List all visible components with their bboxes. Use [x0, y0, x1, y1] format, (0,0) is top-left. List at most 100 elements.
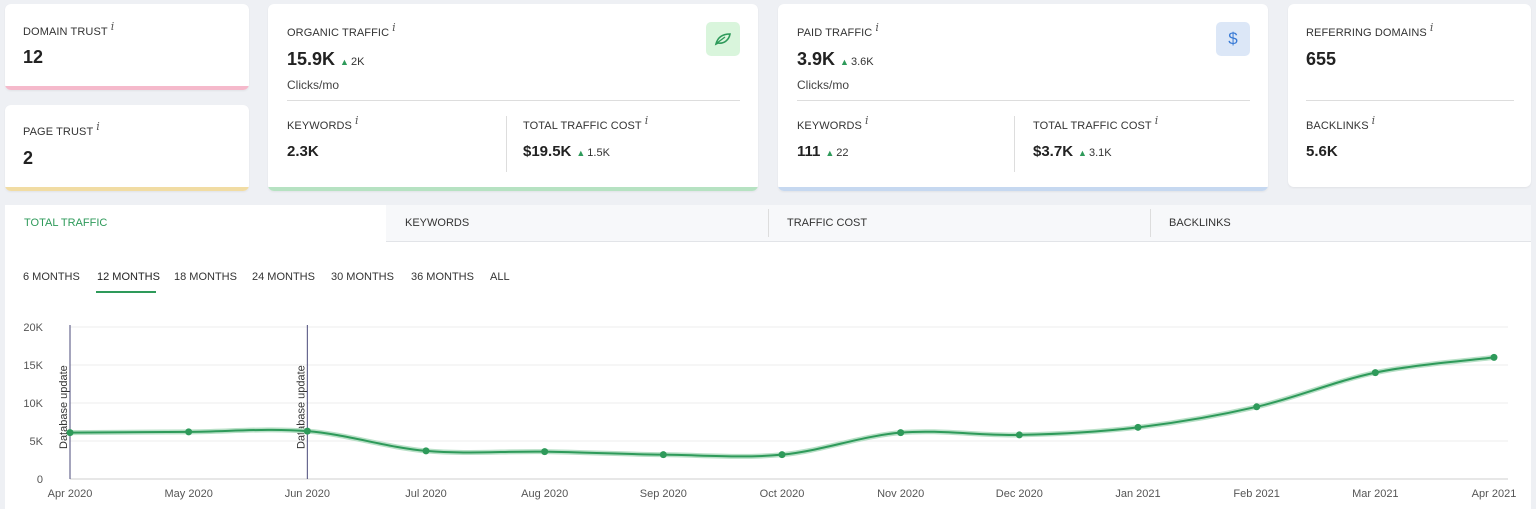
data-point — [303, 427, 311, 435]
x-tick-label: Aug 2020 — [521, 488, 568, 500]
info-icon[interactable]: i — [1371, 114, 1376, 127]
x-tick-label: Jan 2021 — [1115, 488, 1160, 500]
data-point — [1015, 431, 1023, 439]
tab-traffic-cost[interactable]: TRAFFIC COST — [787, 217, 868, 229]
x-tick-label: Jun 2020 — [285, 488, 330, 500]
domain-trust-label: DOMAIN TRUST — [23, 26, 108, 38]
y-tick-label: 5K — [30, 436, 44, 448]
backlinks-label: BACKLINKS — [1306, 120, 1369, 132]
info-icon[interactable]: i — [110, 20, 115, 33]
referring-domains-card: REFERRING DOMAINS i 655 BACKLINKS i 5.6K — [1288, 4, 1531, 187]
data-point — [1371, 369, 1379, 377]
paid-traffic-delta: ▲ 3.6K — [840, 56, 874, 68]
info-icon[interactable]: i — [1429, 21, 1434, 34]
paid-keywords-label: KEYWORDS — [797, 120, 862, 132]
data-point — [1490, 353, 1498, 361]
divider — [287, 100, 740, 101]
organic-traffic-card: ORGANIC TRAFFIC i 15.9K ▲ 2K Clicks/mo KEYW… — [268, 4, 758, 191]
divider — [506, 116, 507, 172]
period-36-months[interactable]: 36 MONTHS — [411, 271, 474, 283]
active-period-underline — [96, 291, 156, 293]
dollar-icon: $ — [1216, 22, 1250, 56]
organic-traffic-delta: ▲ 2K — [340, 56, 365, 68]
paid-cost-delta: ▲ 3.1K — [1078, 147, 1112, 159]
paid-traffic-value: 3.9K ▲ 3.6K — [797, 49, 874, 69]
paid-traffic-unit: Clicks/mo — [797, 78, 850, 92]
x-tick-label: Mar 2021 — [1352, 488, 1398, 500]
y-tick-label: 15K — [23, 360, 43, 372]
paid-bar — [778, 187, 1268, 191]
referring-domains-value: 655 — [1306, 49, 1337, 69]
organic-traffic-label: ORGANIC TRAFFIC — [287, 27, 390, 39]
chart-tabs: TOTAL TRAFFIC KEYWORDS TRAFFIC COST BACK… — [5, 205, 1531, 243]
divider — [1014, 116, 1015, 172]
organic-traffic-value: 15.9K ▲ 2K — [287, 49, 365, 69]
period-24-months[interactable]: 24 MONTHS — [252, 271, 315, 283]
paid-cost-value: $3.7K ▲ 3.1K — [1033, 143, 1112, 160]
info-icon[interactable]: i — [644, 114, 649, 127]
page-trust-value: 2 — [23, 148, 34, 168]
domain-trust-bar — [5, 86, 249, 90]
period-12-months[interactable]: 12 MONTHS — [97, 271, 160, 283]
info-icon[interactable]: i — [96, 120, 100, 133]
divider — [1306, 100, 1514, 101]
x-tick-label: Jul 2020 — [405, 488, 447, 500]
paid-keywords-value: 111 ▲ 22 — [797, 143, 849, 160]
data-point — [897, 429, 905, 437]
annotation-label: Database update — [295, 365, 307, 449]
data-point — [778, 451, 786, 459]
organic-cost-label: TOTAL TRAFFIC COST — [523, 120, 642, 132]
y-tick-label: 0 — [37, 474, 43, 486]
data-point — [66, 429, 74, 437]
paid-traffic-card: PAID TRAFFIC i 3.9K ▲ 3.6K Clicks/mo $ KEYW… — [778, 4, 1268, 191]
organic-cost-delta: ▲ 1.5K — [576, 147, 610, 159]
period-18-months[interactable]: 18 MONTHS — [174, 271, 237, 283]
info-icon[interactable]: i — [864, 114, 869, 127]
period-30-months[interactable]: 30 MONTHS — [331, 271, 394, 283]
y-tick-label: 20K — [23, 322, 43, 334]
data-point — [185, 428, 193, 436]
traffic-chart-panel: TOTAL TRAFFIC KEYWORDS TRAFFIC COST BACK… — [5, 205, 1531, 509]
data-point — [1134, 423, 1142, 431]
page-trust-card: PAGE TRUST i 2 — [5, 105, 249, 191]
x-tick-label: Apr 2021 — [1472, 488, 1517, 500]
x-tick-label: Oct 2020 — [760, 488, 805, 500]
domain-trust-value: 12 — [23, 47, 44, 67]
data-point — [659, 451, 667, 459]
x-tick-label: Apr 2020 — [48, 488, 93, 500]
backlinks-value: 5.6K — [1306, 143, 1338, 160]
organic-bar — [268, 187, 758, 191]
organic-cost-value: $19.5K ▲ 1.5K — [523, 143, 610, 160]
organic-keywords-label: KEYWORDS — [287, 120, 352, 132]
divider — [797, 100, 1250, 101]
divider — [1150, 209, 1151, 237]
info-icon[interactable]: i — [354, 114, 359, 127]
data-point — [1253, 403, 1261, 411]
data-point — [422, 447, 430, 455]
x-tick-label: Feb 2021 — [1233, 488, 1279, 500]
tab-total-traffic[interactable]: TOTAL TRAFFIC — [5, 205, 386, 243]
organic-keywords-value: 2.3K — [287, 143, 319, 160]
info-icon[interactable]: i — [875, 21, 879, 34]
period-6-months[interactable]: 6 MONTHS — [23, 271, 80, 283]
organic-traffic-unit: Clicks/mo — [287, 78, 340, 92]
paid-keywords-delta: ▲ 22 — [825, 147, 849, 159]
x-tick-label: Sep 2020 — [640, 488, 687, 500]
series-line — [69, 356, 1495, 458]
leaf-icon — [706, 22, 740, 56]
data-point — [541, 448, 549, 456]
series-line-shadow — [69, 354, 1495, 459]
y-tick-label: 10K — [23, 398, 43, 410]
referring-domains-label: REFERRING DOMAINS — [1306, 27, 1427, 39]
tab-keywords[interactable]: KEYWORDS — [405, 217, 470, 229]
info-icon[interactable]: i — [1154, 114, 1159, 127]
paid-cost-label: TOTAL TRAFFIC COST — [1033, 120, 1152, 132]
x-tick-label: Dec 2020 — [996, 488, 1043, 500]
traffic-line-chart: 0 5K 10K 15K 20K Database update Database upda… — [23, 322, 1517, 500]
period-all[interactable]: ALL — [490, 271, 510, 283]
domain-trust-card: DOMAIN TRUST i 12 — [5, 4, 249, 90]
info-icon[interactable]: i — [392, 21, 396, 34]
tab-backlinks[interactable]: BACKLINKS — [1169, 217, 1231, 229]
annotation-label: Database update — [58, 365, 70, 449]
page-trust-label: PAGE TRUST — [23, 126, 94, 138]
